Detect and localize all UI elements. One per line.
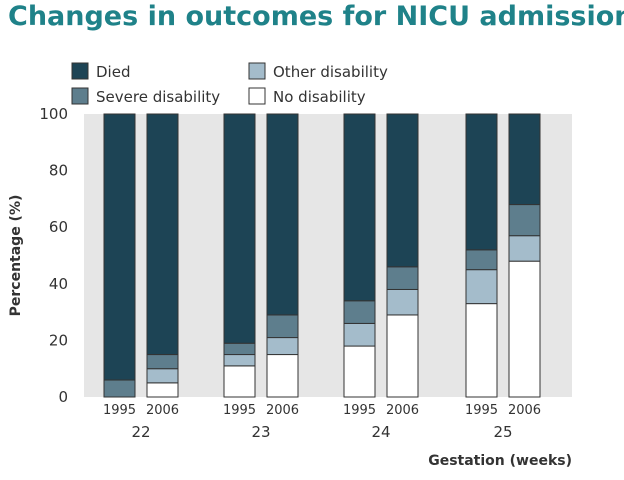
y-tick-label: 40	[49, 275, 68, 293]
legend-label-died: Died	[96, 63, 130, 81]
legend-label-other-disability: Other disability	[273, 63, 388, 81]
y-tick-label: 60	[49, 218, 68, 236]
bar-segment-25-1995-other-disability	[465, 269, 498, 305]
bar-segment-22-1995-severe-disability	[103, 379, 136, 398]
bar-segment-22-2006-other-disability	[146, 368, 179, 384]
bar-year-label: 1995	[223, 403, 256, 418]
bar-segment-23-1995-severe-disability	[223, 342, 256, 356]
legend-label-severe-disability: Severe disability	[96, 88, 220, 106]
legend-label-no-disability: No disability	[273, 88, 366, 106]
y-tick-label: 20	[49, 331, 68, 349]
bar-segment-24-2006-other-disability	[386, 288, 419, 316]
axes: 1995 2006 22 1995 2006 23 1995 2006 24 1995 2006 25…	[8, 105, 572, 469]
legend-swatch-no-disability	[248, 87, 266, 105]
bar-year-label: 2006	[508, 403, 541, 418]
bar-segment-23-2006-died	[266, 113, 299, 316]
bar-segment-22-2006-no-disability	[146, 382, 179, 398]
y-tick-label: 0	[58, 388, 68, 406]
bar-segment-25-1995-no-disability	[465, 303, 498, 398]
y-tick-label: 100	[39, 105, 68, 123]
bar-segment-25-2006-died	[508, 113, 541, 206]
gestation-group-label: 24	[371, 423, 390, 441]
legend: Died Other disability Severe disability No …	[71, 62, 388, 106]
bar-segment-22-1995-died	[103, 113, 136, 381]
bar-year-label: 1995	[343, 403, 376, 418]
bar-segment-24-1995-died	[343, 113, 376, 302]
bar-year-label: 2006	[266, 403, 299, 418]
y-tick-label: 80	[49, 162, 68, 180]
y-axis-title: Percentage (%)	[8, 195, 24, 317]
bar-segment-24-1995-severe-disability	[343, 300, 376, 324]
bar-segment-24-2006-died	[386, 113, 419, 268]
bar-segment-25-2006-no-disability	[508, 260, 541, 398]
bar-year-label: 2006	[386, 403, 419, 418]
bar-year-label: 2006	[146, 403, 179, 418]
bar-segment-25-2006-other-disability	[508, 235, 541, 262]
bar-segment-23-2006-other-disability	[266, 337, 299, 356]
bar-year-label: 1995	[465, 403, 498, 418]
bar-segment-23-1995-died	[223, 113, 256, 344]
bar-segment-25-2006-severe-disability	[508, 204, 541, 237]
legend-swatch-died	[71, 62, 89, 80]
gestation-group-label: 25	[493, 423, 512, 441]
bar-segment-25-1995-severe-disability	[465, 249, 498, 271]
legend-swatch-other-disability	[248, 62, 266, 80]
bar-segment-24-2006-no-disability	[386, 314, 419, 398]
bar-segment-23-1995-other-disability	[223, 354, 256, 367]
bar-segment-23-2006-severe-disability	[266, 314, 299, 339]
bar-segment-23-2006-no-disability	[266, 354, 299, 398]
chart-title: Changes in outcomes for NICU admissions	[8, 1, 624, 32]
bar-segment-24-1995-other-disability	[343, 322, 376, 347]
bar-segment-24-2006-severe-disability	[386, 266, 419, 290]
bar-segment-22-2006-died	[146, 113, 179, 356]
gestation-group-label: 22	[131, 423, 150, 441]
bar-segment-25-1995-died	[465, 113, 498, 251]
gestation-group-label: 23	[251, 423, 270, 441]
bar-segment-22-2006-severe-disability	[146, 354, 179, 370]
x-axis-title: Gestation (weeks)	[428, 453, 572, 469]
legend-swatch-severe-disability	[71, 87, 89, 105]
bar-segment-24-1995-no-disability	[343, 345, 376, 398]
plot-area	[84, 113, 572, 398]
bar-year-label: 1995	[103, 403, 136, 418]
bar-segment-23-1995-no-disability	[223, 365, 256, 398]
